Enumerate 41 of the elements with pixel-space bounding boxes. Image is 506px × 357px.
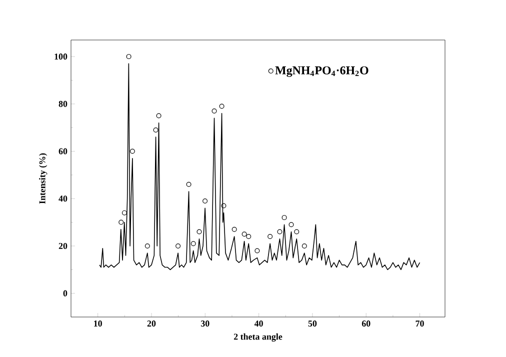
point <box>186 182 192 187</box>
x-tick-label: 10 <box>94 320 102 327</box>
point <box>156 113 162 118</box>
point <box>294 229 300 234</box>
point <box>153 127 158 132</box>
y-tick-label: 40 <box>58 196 68 202</box>
point <box>196 229 202 234</box>
legend-label: MgNH$_{4}$PO$_{4}$·6H$_{2}$O <box>275 66 368 77</box>
point <box>268 234 273 239</box>
point <box>144 243 150 248</box>
point <box>246 234 252 239</box>
x-tick-label: 40 <box>254 320 263 327</box>
x-tick-label: 60 <box>362 320 370 327</box>
point <box>282 215 287 220</box>
point <box>118 220 124 225</box>
point <box>202 198 208 204</box>
y-axis-title: Intensity (%) <box>39 153 48 204</box>
point <box>302 243 307 248</box>
point <box>242 232 247 237</box>
point <box>232 226 237 232</box>
point <box>288 222 294 228</box>
y-tick-label: 80 <box>58 100 68 107</box>
point <box>176 243 181 248</box>
x-axis-title: 2 theta angle <box>234 333 282 342</box>
x-tick-label: 50 <box>308 320 317 327</box>
point <box>122 210 127 216</box>
point <box>219 104 224 109</box>
y-tick-label: 0 <box>63 290 68 296</box>
x-tick-label: 70 <box>416 320 424 327</box>
y-tick-label: 60 <box>58 148 68 154</box>
point <box>212 108 217 114</box>
y-tick-label: 20 <box>58 242 68 250</box>
point <box>130 148 135 154</box>
point <box>254 248 260 254</box>
point <box>126 54 132 60</box>
x-tick-label: 30 <box>201 320 210 327</box>
point <box>277 229 282 234</box>
point <box>190 241 196 246</box>
y-tick-label: 100 <box>54 54 68 60</box>
point <box>221 203 226 208</box>
x-tick-label: 20 <box>147 320 156 327</box>
